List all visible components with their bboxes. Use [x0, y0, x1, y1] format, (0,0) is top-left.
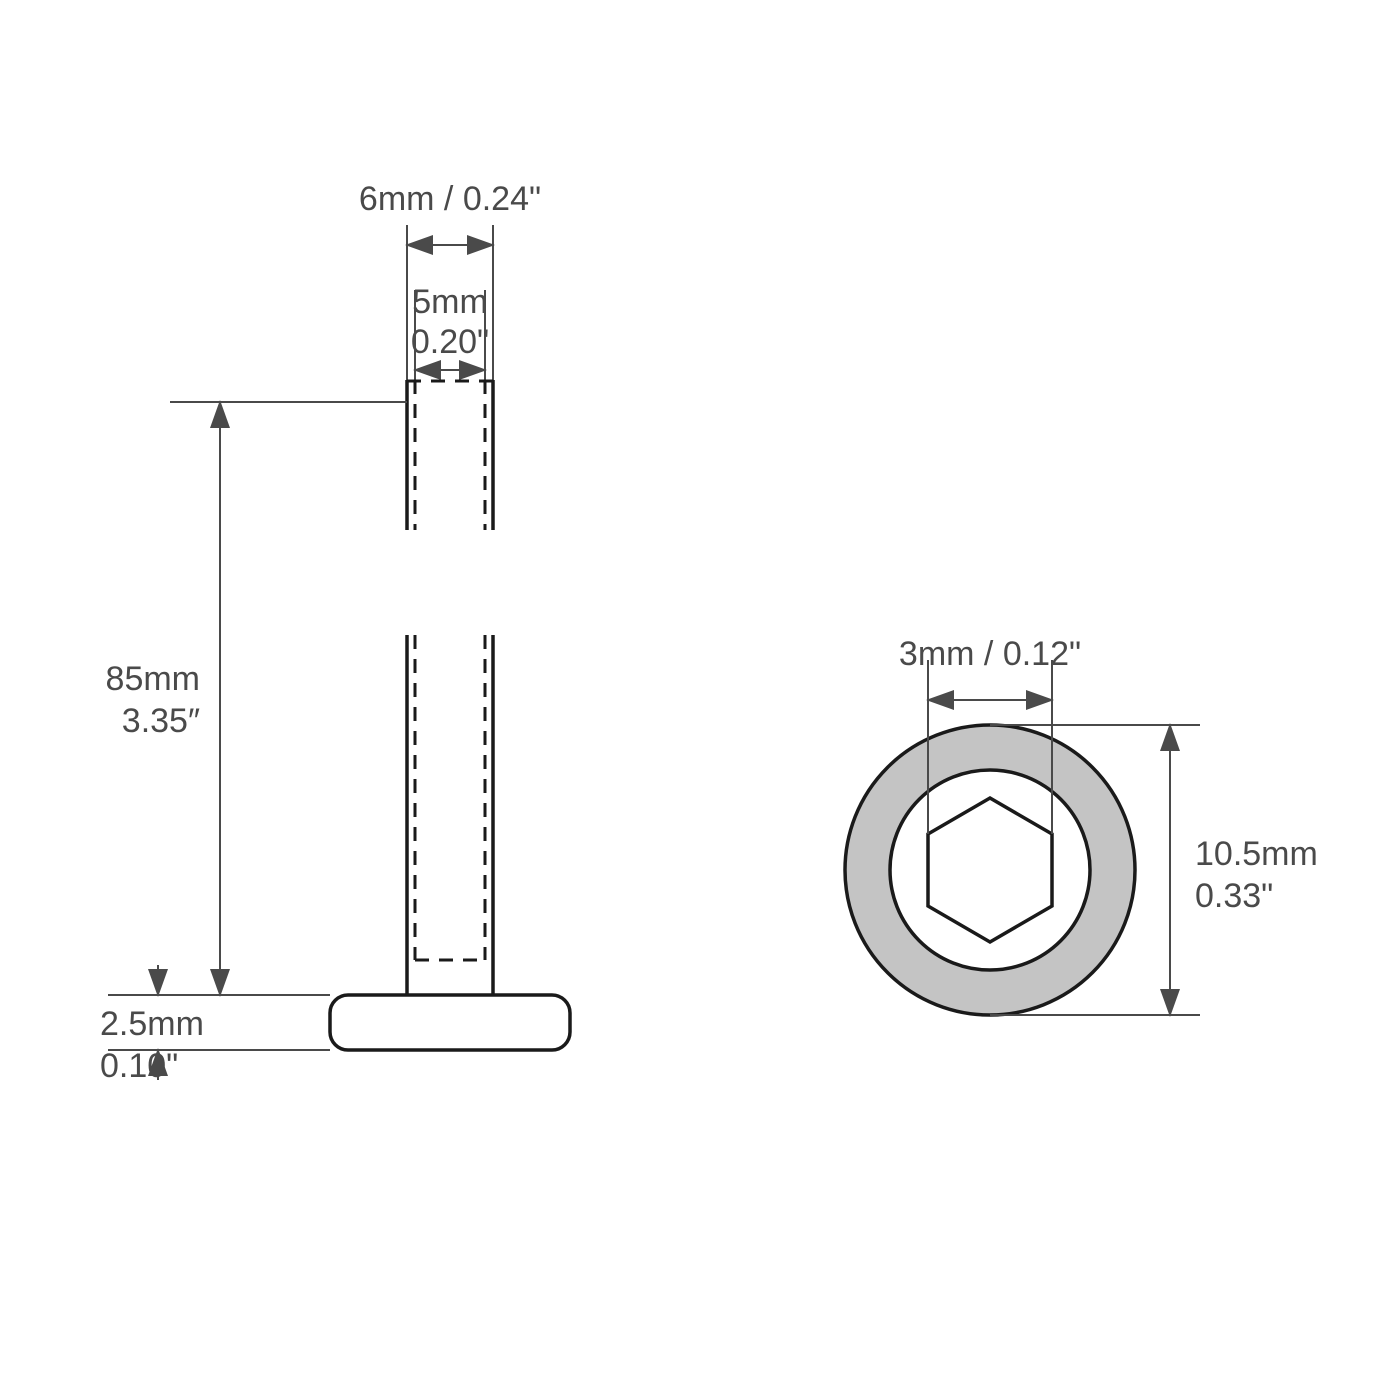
dim-head-dia-in: 0.33": [1195, 877, 1273, 915]
dim-top-outer: 6mm / 0.24": [359, 180, 541, 218]
dim-top-inner-mm: 5mm: [412, 283, 488, 321]
bolt-head-top-view: [845, 725, 1135, 1015]
dim-top-inner-in: 0.20": [411, 323, 489, 361]
dim-length-in: 3.35″: [122, 702, 200, 740]
dim-hex-flat: 3mm / 0.12": [899, 635, 1081, 673]
bolt-head-side: [330, 995, 570, 1050]
dim-length-mm: 85mm: [106, 660, 200, 698]
dim-head-dia-mm: 10.5mm: [1195, 835, 1318, 873]
dim-headthick-mm: 2.5mm: [100, 1005, 204, 1043]
dim-headthick-in: 0.10": [100, 1047, 178, 1085]
